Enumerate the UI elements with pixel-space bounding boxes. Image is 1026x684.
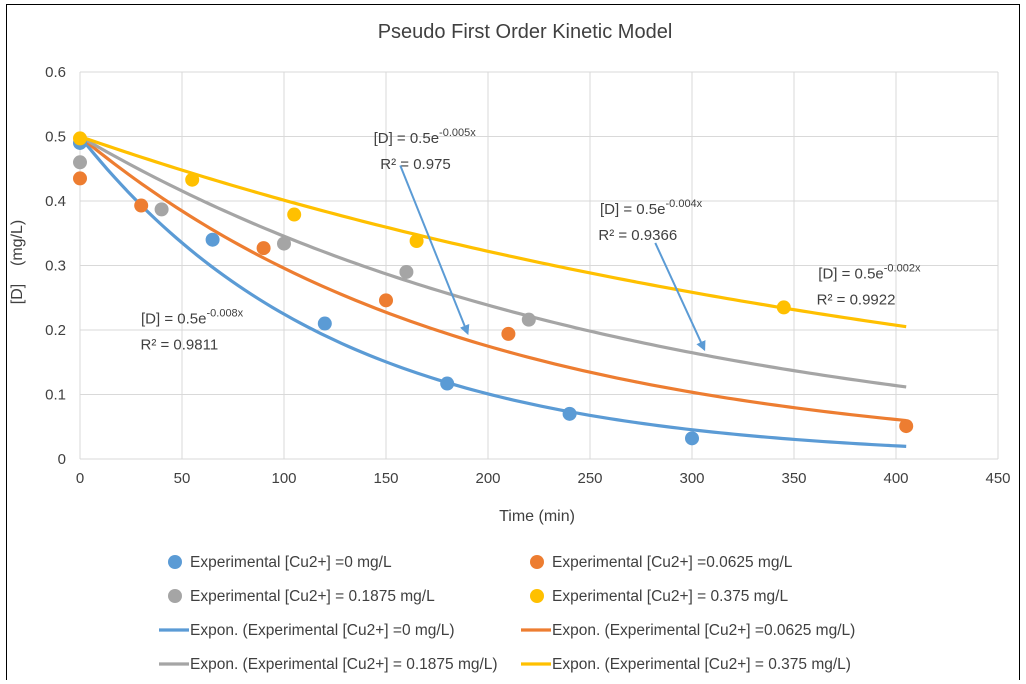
data-point-series-3 (399, 264, 414, 279)
data-points (73, 131, 914, 446)
r-squared-label-2: R² = 0.975 (380, 156, 450, 173)
legend-marker-3 (168, 589, 182, 603)
y-tick-label: 0.5 (45, 129, 66, 146)
data-point-series-1 (440, 376, 455, 391)
data-point-series-3 (521, 312, 536, 327)
x-tick-label: 350 (781, 470, 806, 487)
x-tick-label: 200 (475, 470, 500, 487)
data-point-series-4 (776, 300, 791, 315)
chart-title: Pseudo First Order Kinetic Model (378, 21, 673, 43)
data-point-series-1 (685, 431, 699, 446)
equation-label-1: [D] = 0.5e-0.008x (141, 308, 244, 328)
data-point-series-4 (287, 207, 302, 222)
x-tick-label: 100 (271, 470, 296, 487)
x-tick-label: 50 (174, 470, 191, 487)
legend-label-4: Experimental [Cu2+] = 0.375 mg/L (552, 588, 788, 605)
equation-label-2: [D] = 0.5e-0.005x (374, 127, 477, 147)
x-tick-label: 400 (883, 470, 908, 487)
r-squared-label-3: R² = 0.9366 (598, 227, 677, 244)
data-point-series-2 (73, 171, 87, 186)
x-tick-label: 300 (679, 470, 704, 487)
r-squared-label-4: R² = 0.9922 (817, 291, 896, 308)
legend: Experimental [Cu2+] =0 mg/L Experimental … (159, 554, 855, 673)
annotation-arrow-1 (399, 165, 470, 336)
data-point-series-2 (256, 241, 271, 256)
r-squared-label-1: R² = 0.9811 (140, 337, 218, 354)
y-axis-label: [D] (mg/L) (9, 220, 26, 304)
equation-label-4: [D] = 0.5e-0.002x (818, 262, 921, 282)
equation-label-3: [D] = 0.5e-0.004x (600, 198, 703, 218)
legend-label-1: Experimental [Cu2+] =0 mg/L (190, 554, 392, 571)
data-point-series-1 (562, 406, 577, 421)
x-tick-label: 150 (373, 470, 398, 487)
y-tick-label: 0.3 (45, 258, 66, 275)
trendline-3 (79, 135, 907, 389)
legend-label-3: Experimental [Cu2+] = 0.1875 mg/L (190, 588, 435, 605)
data-point-series-1 (205, 232, 220, 247)
x-axis-label: Time (min) (499, 508, 575, 525)
annotations: [D] = 0.5e-0.008x R² = 0.9811 [D] = 0.5e-0… (140, 127, 920, 354)
x-tick-label: 450 (985, 470, 1010, 487)
y-tick-label: 0.1 (45, 387, 66, 404)
annotation-arrow-2 (654, 242, 706, 352)
trendlines (78, 134, 907, 448)
legend-fit-label-2: Expon. (Experimental [Cu2+] =0.0625 mg/L… (552, 622, 855, 639)
legend-fit-label-1: Expon. (Experimental [Cu2+] =0 mg/L) (190, 622, 455, 639)
y-tick-label: 0.4 (45, 193, 66, 210)
x-tick-label: 250 (577, 470, 602, 487)
data-point-series-3 (277, 236, 291, 251)
legend-label-2: Experimental [Cu2+] =0.0625 mg/L (552, 554, 793, 571)
data-point-series-4 (409, 233, 424, 248)
data-point-series-4 (73, 131, 87, 146)
data-point-series-3 (73, 155, 87, 170)
y-tick-label: 0.2 (45, 322, 66, 339)
legend-fit-label-3: Expon. (Experimental [Cu2+] = 0.1875 mg/… (190, 656, 498, 673)
y-tick-label: 0 (58, 451, 66, 468)
data-point-series-4 (185, 172, 200, 187)
x-tick-label: 0 (76, 470, 84, 487)
legend-marker-2 (530, 555, 544, 569)
axes: 0 0.1 0.2 0.3 0.4 0.5 0.6 0 50 100 150 200 250 300 350… (45, 64, 1010, 487)
data-point-series-2 (379, 293, 393, 308)
trendline-1 (78, 135, 907, 448)
trendline-2 (78, 135, 907, 423)
data-point-series-2 (501, 326, 516, 341)
data-point-series-2 (899, 419, 914, 434)
y-tick-label: 0.6 (45, 64, 66, 81)
data-point-series-1 (317, 316, 332, 331)
data-point-series-2 (134, 198, 149, 213)
legend-marker-4 (530, 589, 544, 603)
legend-fit-label-4: Expon. (Experimental [Cu2+] = 0.375 mg/L… (552, 656, 851, 673)
trendline-4 (79, 134, 907, 329)
data-point-series-3 (154, 202, 169, 217)
legend-marker-1 (168, 555, 182, 569)
